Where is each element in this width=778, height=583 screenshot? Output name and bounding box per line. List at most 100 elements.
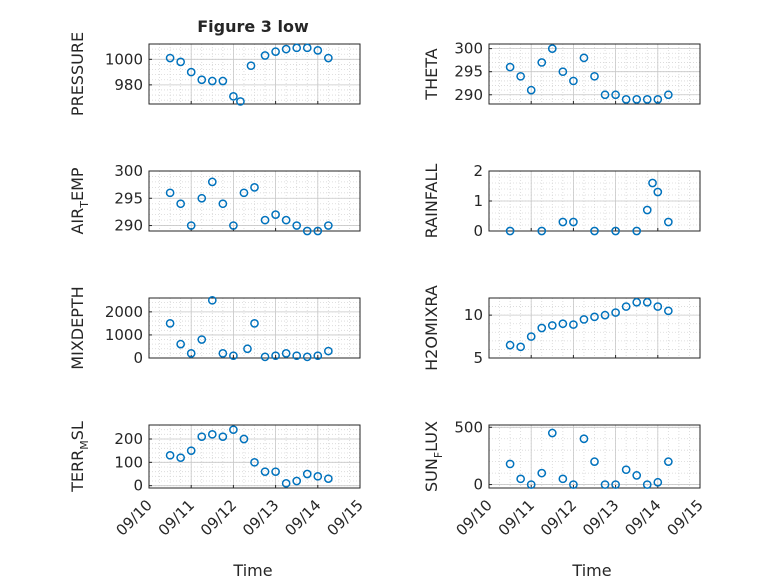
data-point bbox=[176, 57, 185, 67]
data-point bbox=[516, 71, 526, 81]
data-point bbox=[229, 221, 238, 230]
data-point bbox=[271, 467, 280, 477]
data-point bbox=[302, 43, 312, 53]
data-point bbox=[207, 177, 217, 187]
subplot-mixdepth: 0 1000 2000 MIXDEPTH bbox=[68, 286, 361, 370]
data-point bbox=[642, 205, 652, 215]
y-tick-label: 500 bbox=[454, 418, 483, 436]
data-point bbox=[243, 344, 252, 354]
y-tick-label: 100 bbox=[114, 453, 143, 471]
data-point bbox=[292, 221, 302, 230]
y-tick-label: 200 bbox=[114, 430, 143, 448]
data-point bbox=[590, 312, 599, 322]
y-tick-label: 290 bbox=[114, 217, 143, 235]
data-point bbox=[186, 349, 196, 358]
data-point bbox=[197, 335, 207, 344]
y-tick-label: 300 bbox=[114, 162, 143, 180]
data-point bbox=[611, 90, 620, 100]
data-point bbox=[558, 474, 568, 484]
x-tick-label: 09/14 bbox=[621, 496, 664, 539]
data-point bbox=[590, 71, 599, 81]
axes-box bbox=[488, 297, 701, 359]
data-point bbox=[664, 217, 673, 227]
data-point bbox=[611, 226, 620, 236]
data-point bbox=[579, 53, 589, 63]
data-point bbox=[165, 53, 175, 63]
data-point bbox=[324, 53, 333, 63]
data-point bbox=[558, 319, 568, 329]
data-point bbox=[632, 297, 642, 307]
data-point bbox=[229, 351, 238, 361]
x-tick-label: 09/12 bbox=[537, 496, 580, 539]
data-point bbox=[271, 47, 280, 57]
y-tick-label: 2 bbox=[473, 162, 483, 180]
figure-title: Figure 3 low bbox=[197, 17, 309, 36]
data-point bbox=[569, 480, 578, 489]
data-point bbox=[292, 351, 302, 361]
y-tick-label: 295 bbox=[454, 63, 483, 81]
data-point bbox=[324, 221, 333, 230]
y-tick-label: 10 bbox=[464, 306, 483, 324]
data-point bbox=[186, 446, 196, 456]
data-point bbox=[611, 480, 620, 489]
data-point bbox=[207, 429, 217, 439]
y-tick-label: 980 bbox=[114, 76, 143, 94]
y-axis-label: MIXDEPTH bbox=[68, 286, 87, 369]
data-point bbox=[653, 302, 663, 311]
data-point bbox=[664, 90, 673, 100]
y-tick-label: 5 bbox=[473, 349, 483, 367]
data-point bbox=[526, 85, 536, 95]
data-point bbox=[505, 226, 515, 236]
subplot-sun-flux: 0 500 SUNFLUX 09/1009/1109/1209/1309/1409/1… bbox=[422, 418, 707, 539]
y-axis-label: SUNFLUX bbox=[422, 421, 445, 492]
data-point bbox=[600, 310, 610, 320]
data-point bbox=[642, 95, 652, 104]
data-point bbox=[632, 226, 642, 236]
data-point bbox=[281, 44, 291, 54]
y-axis-label: PRESSURE bbox=[68, 32, 87, 116]
data-point bbox=[229, 91, 238, 101]
data-point bbox=[579, 434, 589, 444]
axes-box bbox=[148, 297, 361, 359]
data-point bbox=[207, 295, 217, 305]
data-point bbox=[186, 67, 196, 77]
y-tick-label: 300 bbox=[454, 40, 483, 58]
x-tick-label: 09/10 bbox=[113, 496, 156, 539]
data-point bbox=[313, 471, 323, 481]
y-axis-label: RAINFALL bbox=[422, 164, 441, 239]
data-point bbox=[186, 221, 196, 230]
data-point bbox=[505, 340, 515, 350]
data-point bbox=[621, 302, 631, 311]
data-point bbox=[197, 432, 207, 442]
data-point bbox=[281, 478, 291, 488]
data-point bbox=[648, 178, 657, 188]
data-point bbox=[207, 76, 217, 86]
data-point bbox=[664, 457, 673, 467]
axes-box bbox=[488, 424, 701, 489]
data-point bbox=[516, 342, 526, 352]
data-point bbox=[250, 183, 259, 192]
x-tick-label: 09/12 bbox=[197, 496, 240, 539]
x-tick-label: 09/10 bbox=[453, 496, 496, 539]
x-tick-label: 09/14 bbox=[281, 496, 324, 539]
data-point bbox=[664, 306, 673, 316]
data-point bbox=[653, 95, 663, 104]
data-point bbox=[313, 226, 323, 236]
y-tick-label: 0 bbox=[133, 477, 143, 495]
data-point bbox=[579, 315, 589, 324]
data-point bbox=[250, 319, 259, 328]
x-tick-label: 09/15 bbox=[324, 496, 367, 539]
y-axis-label: AIRTEMP bbox=[68, 167, 91, 234]
x-tick-label: 09/13 bbox=[239, 496, 282, 539]
subplot-air-temp: 290 295 300 AIRTEMP bbox=[68, 162, 361, 236]
data-point bbox=[600, 480, 610, 489]
data-point bbox=[653, 187, 663, 197]
data-point bbox=[260, 51, 270, 60]
data-point bbox=[547, 321, 557, 330]
data-point bbox=[653, 477, 663, 487]
data-point bbox=[558, 217, 568, 227]
data-point bbox=[621, 465, 631, 475]
data-point bbox=[642, 297, 652, 307]
data-point bbox=[324, 474, 333, 484]
